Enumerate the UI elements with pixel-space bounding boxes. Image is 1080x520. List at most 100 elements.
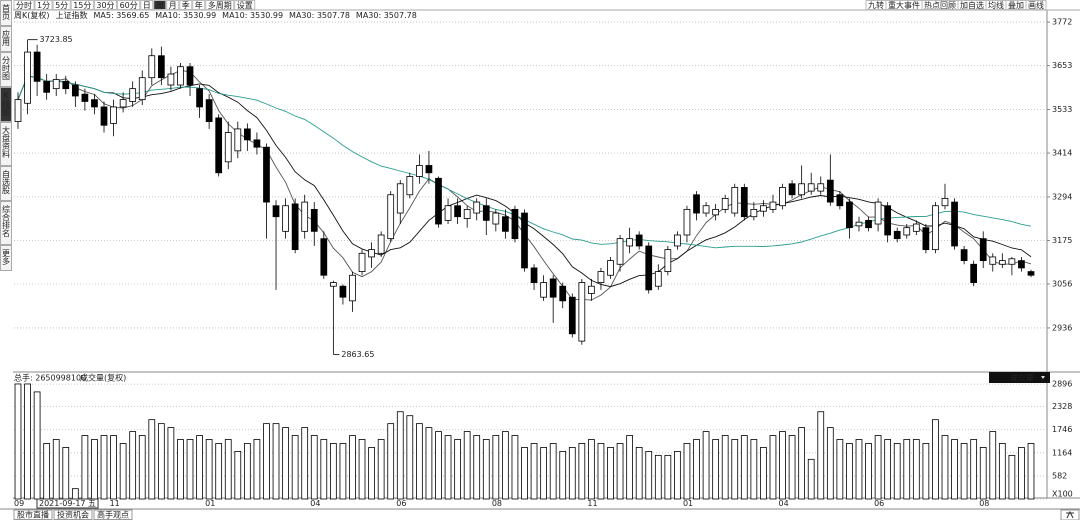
candle-body-down bbox=[215, 117, 223, 174]
sidebar-item[interactable] bbox=[0, 166, 12, 201]
candle-body-up bbox=[616, 238, 624, 265]
volume-bar bbox=[884, 439, 892, 500]
volume-tick-label: 1164 bbox=[1052, 448, 1072, 457]
toolbar-tab-label: 年 bbox=[195, 0, 203, 10]
candle-body-up bbox=[912, 223, 920, 232]
legend-entry: MA5: 3569.65 bbox=[94, 11, 150, 20]
cursor-date-box bbox=[36, 498, 99, 509]
volume-bar bbox=[654, 454, 662, 500]
candle-body-up bbox=[444, 205, 452, 221]
volume-bar bbox=[435, 431, 442, 500]
toolbar-tab[interactable] bbox=[205, 0, 235, 10]
candle-body-up bbox=[463, 208, 471, 219]
candle-body-up bbox=[1008, 258, 1016, 265]
candle-body-up bbox=[14, 99, 22, 122]
toolbar-tab[interactable] bbox=[34, 0, 53, 10]
indicator-selector[interactable] bbox=[989, 372, 1050, 383]
candle-body-up bbox=[129, 88, 137, 102]
sidebar-item[interactable] bbox=[0, 122, 12, 166]
volume-tick-label: 2328 bbox=[1052, 402, 1072, 411]
toolbar-tab[interactable] bbox=[140, 0, 154, 10]
sidebar-item[interactable] bbox=[0, 26, 12, 52]
sidebar-item[interactable] bbox=[0, 52, 12, 87]
scroll-top-icon bbox=[1066, 510, 1074, 519]
volume-bar bbox=[425, 427, 433, 500]
toolbar-tab-label: 分时 bbox=[16, 0, 32, 10]
candle-body-down bbox=[511, 208, 519, 240]
sidebar-item[interactable] bbox=[0, 0, 12, 26]
sidebar-item-label: 首页 bbox=[2, 3, 11, 21]
volume-bar bbox=[731, 439, 739, 500]
chart-title: 上证指数 bbox=[56, 10, 88, 20]
toolbar-tab[interactable] bbox=[153, 0, 167, 10]
candle-body-up bbox=[941, 198, 949, 207]
candle-body-up bbox=[607, 260, 614, 276]
volume-bar bbox=[138, 435, 146, 500]
volume-bar bbox=[1008, 454, 1016, 500]
volume-bar bbox=[788, 435, 796, 500]
candle-body-down bbox=[186, 66, 194, 86]
candle-body-up bbox=[301, 201, 309, 232]
candle-body-down bbox=[157, 55, 165, 79]
toolbar-tab[interactable] bbox=[117, 0, 141, 10]
candle-body-down bbox=[836, 194, 844, 207]
toolbar-tab[interactable] bbox=[234, 0, 256, 10]
volume-bar bbox=[215, 443, 223, 500]
candle-body-down bbox=[435, 177, 442, 225]
candle-body-down bbox=[205, 99, 213, 122]
volume-bar bbox=[664, 454, 672, 500]
volume-bar bbox=[205, 439, 213, 500]
toolbar-tab[interactable] bbox=[70, 0, 94, 10]
volume-tick-label: X100 bbox=[1052, 490, 1073, 499]
volume-bar bbox=[559, 450, 567, 500]
toolbar-tab[interactable] bbox=[93, 0, 118, 10]
volume-bar bbox=[817, 411, 825, 500]
candle-body-down bbox=[33, 51, 41, 82]
sidebar-item[interactable] bbox=[0, 87, 12, 122]
footer-tab-label: 股市直播 bbox=[17, 510, 49, 520]
volume-bar bbox=[960, 443, 968, 500]
volume-total: 总手: 2650998100 bbox=[14, 373, 86, 383]
volume-bar bbox=[91, 439, 98, 500]
volume-bar bbox=[492, 435, 500, 500]
candle-body-up bbox=[473, 201, 481, 214]
toolbar-tab[interactable] bbox=[166, 0, 180, 10]
candle-body-down bbox=[521, 212, 528, 269]
volume-bar bbox=[712, 439, 719, 500]
volume-bar bbox=[263, 423, 270, 500]
volume-bar bbox=[253, 439, 261, 500]
candle-body-down bbox=[425, 165, 433, 174]
volume-bar bbox=[81, 435, 89, 500]
candle-body-up bbox=[807, 183, 815, 192]
toolbar-tab-label: 多周期 bbox=[208, 0, 232, 10]
volume-bar bbox=[798, 427, 806, 500]
volume-bar bbox=[779, 431, 786, 500]
scroll-top-button[interactable] bbox=[1060, 509, 1080, 520]
volume-bar bbox=[482, 439, 490, 500]
toolbar-tab[interactable] bbox=[52, 0, 71, 10]
candle-body-down bbox=[310, 208, 318, 232]
volume-bar bbox=[549, 443, 557, 500]
candle-body-down bbox=[788, 183, 796, 196]
candle-body-down bbox=[100, 106, 108, 126]
volume-bar bbox=[33, 391, 41, 500]
toolbar-tab[interactable] bbox=[179, 0, 193, 10]
volume-bar bbox=[119, 443, 127, 500]
volume-bar bbox=[1018, 447, 1025, 500]
x-tick-label: 09 bbox=[14, 499, 24, 508]
toolbar-tab[interactable] bbox=[13, 0, 35, 10]
candle-body-down bbox=[91, 99, 98, 108]
volume-bar bbox=[597, 443, 605, 500]
toolbar-tab-label: 1分 bbox=[37, 1, 50, 10]
volume-bar bbox=[291, 435, 299, 500]
candle-body-up bbox=[540, 282, 547, 298]
sidebar-item[interactable] bbox=[0, 201, 12, 245]
sidebar-item-label: 自选股 bbox=[2, 169, 11, 195]
volume-bar bbox=[674, 450, 681, 500]
toolbar-tab[interactable] bbox=[192, 0, 206, 10]
candle-body-down bbox=[884, 205, 892, 236]
candle-body-up bbox=[683, 208, 691, 236]
sidebar-item[interactable] bbox=[0, 245, 12, 271]
toolbar-action[interactable] bbox=[865, 0, 887, 10]
volume-bar bbox=[368, 447, 375, 500]
